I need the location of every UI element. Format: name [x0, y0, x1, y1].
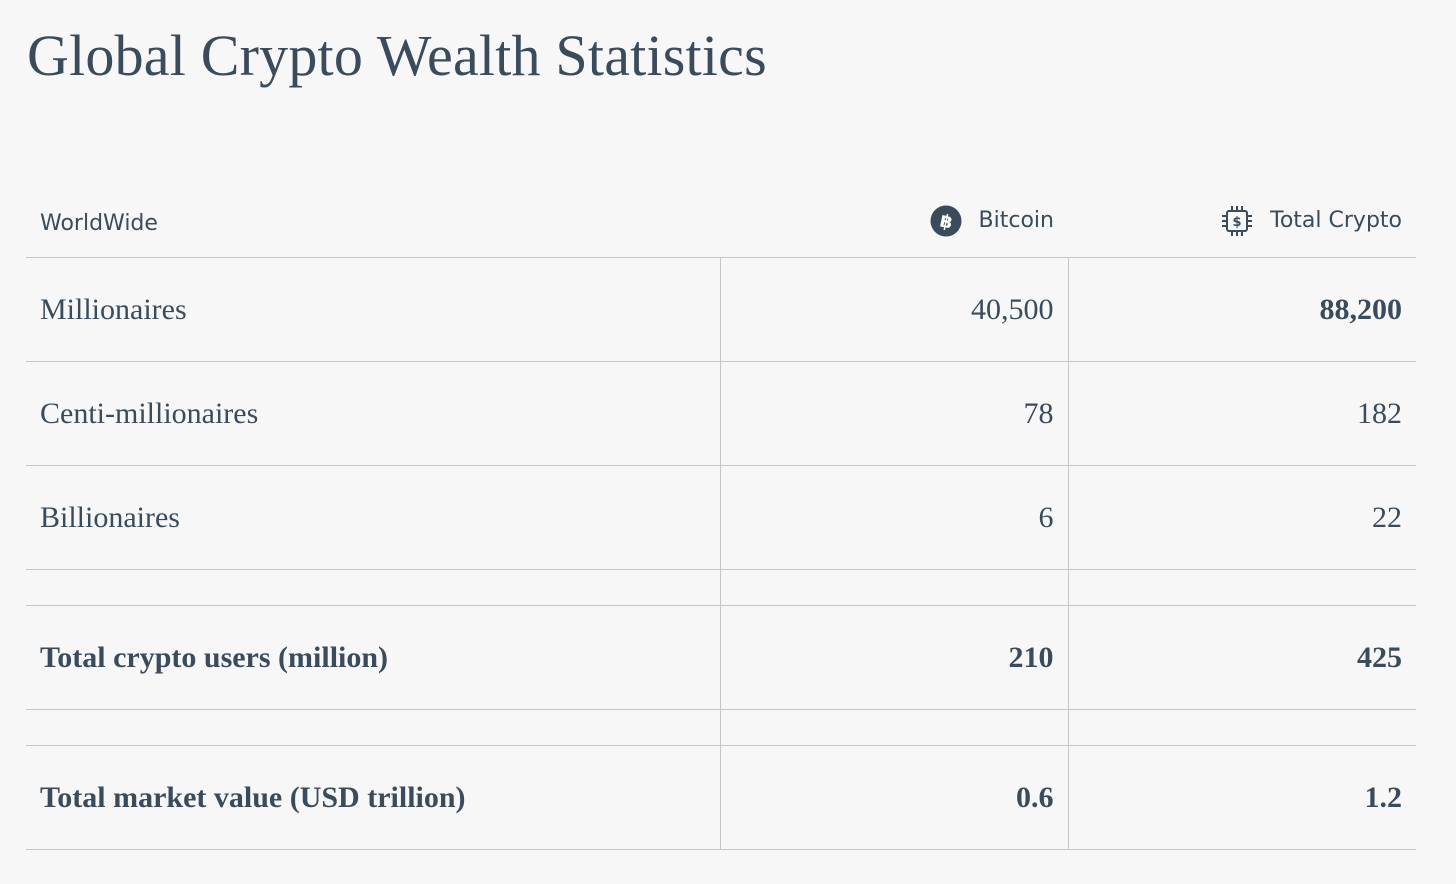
bitcoin-value: 0.6 — [719, 745, 1068, 850]
row-label: Centi-millionaires — [26, 361, 720, 466]
bitcoin-value: 6 — [719, 465, 1068, 570]
header-total-crypto: $ Total Crypto — [1068, 190, 1416, 258]
header-bitcoin-label: Bitcoin — [978, 208, 1054, 233]
spacer-cell — [719, 709, 1068, 746]
spacer-cell — [719, 569, 1068, 606]
table-header-row: WorldWide ฿ Bitcoin — [26, 190, 1416, 258]
page-title: Global Crypto Wealth Statistics — [27, 23, 767, 88]
header-total-crypto-label: Total Crypto — [1270, 208, 1402, 233]
spacer-cell — [1067, 569, 1416, 606]
row-label: Total market value (USD trillion) — [26, 745, 720, 850]
svg-text:฿: ฿ — [938, 210, 955, 233]
total-crypto-value: 1.2 — [1067, 745, 1416, 850]
total-crypto-value: 88,200 — [1067, 257, 1416, 362]
spacer-cell — [26, 709, 720, 746]
bitcoin-value: 210 — [719, 605, 1068, 710]
row-label: Billionaires — [26, 465, 720, 570]
spacer-cell — [1067, 709, 1416, 746]
spacer-row — [26, 569, 1416, 606]
spacer-row — [26, 709, 1416, 746]
svg-text:$: $ — [1233, 215, 1242, 230]
table-row: Billionaires 6 22 — [26, 465, 1416, 570]
spacer-cell — [26, 569, 720, 606]
crypto-wealth-table: WorldWide ฿ Bitcoin — [26, 190, 1416, 850]
bitcoin-icon: ฿ — [930, 205, 962, 237]
bitcoin-value: 40,500 — [719, 257, 1068, 362]
total-crypto-value: 22 — [1067, 465, 1416, 570]
table-row: Centi-millionaires 78 182 — [26, 361, 1416, 466]
total-crypto-value: 425 — [1067, 605, 1416, 710]
table-row: Millionaires 40,500 88,200 — [26, 257, 1416, 362]
bitcoin-value: 78 — [719, 361, 1068, 466]
row-label: Total crypto users (million) — [26, 605, 720, 710]
total-row: Total market value (USD trillion) 0.6 1.… — [26, 745, 1416, 850]
row-label: Millionaires — [26, 257, 720, 362]
crypto-chip-icon: $ — [1221, 205, 1253, 237]
total-row: Total crypto users (million) 210 425 — [26, 605, 1416, 710]
header-bitcoin: ฿ Bitcoin — [720, 190, 1068, 258]
total-crypto-value: 182 — [1067, 361, 1416, 466]
header-worldwide: WorldWide — [26, 190, 720, 258]
